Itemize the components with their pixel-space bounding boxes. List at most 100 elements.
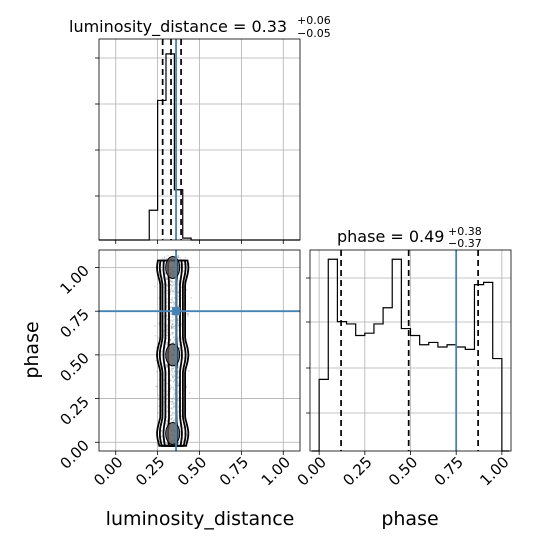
- sample-point: [166, 318, 169, 320]
- sample-point: [173, 371, 176, 373]
- sample-point: [177, 291, 180, 294]
- sample-point: [182, 426, 185, 429]
- sample-point: [177, 324, 179, 327]
- sample-point: [185, 288, 188, 291]
- sample-point: [166, 325, 169, 327]
- sample-point: [157, 398, 160, 401]
- sample-point: [154, 325, 156, 327]
- sample-point: [166, 366, 168, 368]
- sample-point: [172, 323, 174, 325]
- sample-point: [171, 297, 173, 299]
- sample-point: [172, 405, 175, 408]
- density-contour-1: [156, 259, 190, 447]
- sample-point: [166, 395, 168, 397]
- sample-point: [172, 336, 175, 338]
- sample-point: [172, 283, 175, 286]
- sample-point: [171, 323, 174, 326]
- tick-label-0.25: 0.25: [339, 453, 375, 489]
- sample-point: [177, 317, 179, 320]
- sample-point: [156, 385, 158, 388]
- sample-point: [171, 412, 174, 415]
- sample-point: [172, 380, 175, 383]
- sample-point: [166, 284, 168, 286]
- sample-point: [172, 388, 175, 390]
- sample-point: [177, 322, 179, 324]
- sample-point: [169, 339, 172, 342]
- sample-point: [166, 289, 169, 292]
- sample-point: [171, 280, 174, 283]
- sample-point: [178, 347, 181, 350]
- sample-point: [170, 325, 173, 328]
- sample-point: [179, 425, 181, 428]
- sample-point: [170, 288, 172, 291]
- sample-point: [187, 315, 189, 317]
- title-phase-minus: −0.37: [448, 237, 482, 250]
- sample-point: [173, 402, 175, 405]
- sample-point: [170, 326, 173, 329]
- sample-point: [177, 410, 179, 412]
- sample-point: [173, 336, 175, 339]
- sample-point: [165, 424, 168, 427]
- y-axis-label-phase: phase: [21, 321, 43, 378]
- sample-point: [172, 373, 175, 375]
- sample-point: [171, 398, 174, 400]
- sample-point: [172, 420, 174, 423]
- panel-frame: [98, 38, 301, 241]
- title-luminosity-distance: luminosity_distance = 0.33: [69, 17, 287, 37]
- sample-point: [173, 325, 176, 327]
- sample-point: [155, 443, 158, 445]
- sample-point: [177, 295, 180, 298]
- sample-point: [177, 337, 179, 340]
- sample-point: [166, 334, 168, 337]
- sample-point: [173, 375, 176, 377]
- sample-point: [169, 292, 172, 294]
- sample-point: [177, 298, 179, 300]
- sample-point: [171, 316, 173, 318]
- sample-point: [166, 442, 168, 445]
- sample-point: [188, 392, 191, 394]
- sample-point: [177, 255, 180, 257]
- sample-point: [171, 375, 174, 378]
- sample-point: [166, 326, 168, 329]
- sample-point: [177, 371, 179, 374]
- histogram-steps: [311, 258, 510, 452]
- tick-label-0.00: 0.00: [56, 436, 92, 472]
- sample-point: [170, 298, 172, 301]
- sample-point: [172, 341, 174, 344]
- sample-point: [173, 281, 176, 283]
- sample-point: [169, 290, 172, 293]
- sample-point: [170, 334, 172, 336]
- sample-point: [173, 378, 176, 381]
- sample-point: [170, 369, 173, 372]
- sample-point: [177, 376, 180, 379]
- sample-point: [170, 403, 173, 406]
- sample-point: [177, 339, 179, 342]
- sample-point: [166, 372, 168, 375]
- sample-point: [160, 429, 163, 432]
- sample-point: [177, 254, 180, 257]
- sample-point: [166, 331, 169, 334]
- sample-point: [177, 283, 180, 286]
- sample-point: [170, 373, 172, 376]
- sample-point: [166, 305, 168, 307]
- sample-point: [186, 312, 188, 315]
- sample-point: [172, 326, 174, 328]
- tick-label-0.00: 0.00: [90, 453, 126, 489]
- title-phase: phase = 0.49: [337, 227, 444, 246]
- sample-point: [165, 415, 168, 418]
- sample-point: [162, 276, 164, 279]
- tick-label-0.50: 0.50: [56, 349, 92, 385]
- sample-point: [170, 290, 172, 292]
- sample-point: [177, 319, 179, 321]
- sample-point: [172, 377, 174, 379]
- sample-point: [169, 284, 172, 286]
- sample-point: [177, 371, 179, 374]
- sample-point: [170, 284, 173, 287]
- sample-point: [177, 370, 179, 372]
- sample-point: [154, 285, 156, 288]
- sample-point: [180, 286, 183, 289]
- sample-point: [183, 263, 185, 266]
- tick-label-0.25: 0.25: [56, 393, 92, 429]
- sample-point: [170, 280, 173, 283]
- tick-label-0.50: 0.50: [385, 453, 421, 489]
